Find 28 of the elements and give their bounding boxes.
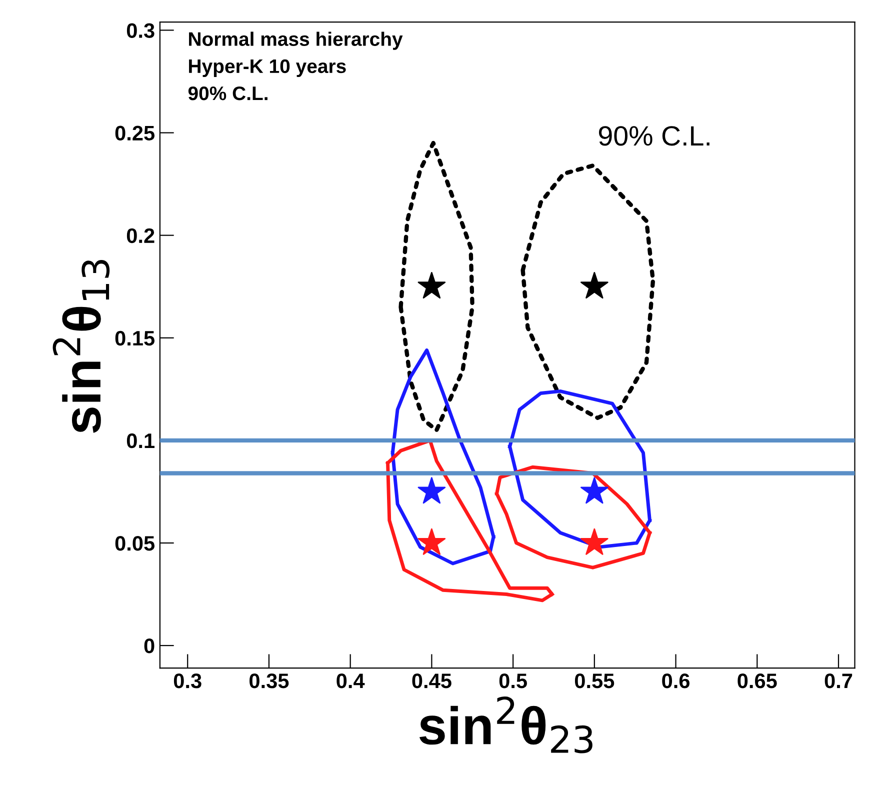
y-tick-label: 0.2	[126, 228, 154, 244]
x-tick-label: 0.3	[174, 674, 202, 688]
annotation: 90% C.L.	[188, 86, 268, 100]
point	[580, 272, 608, 299]
y-axis-title: sin$^{2}$θ$_{13}$	[52, 260, 110, 433]
y-tick-label: 0	[144, 638, 154, 654]
annotation: Normal mass hierarchy	[189, 32, 403, 50]
x-tick-label: 0.45	[412, 674, 452, 688]
x-tick-label: 0.4	[336, 674, 365, 688]
y-tick-label: 0.3	[126, 23, 154, 38]
x-tick-label: 0.6	[662, 674, 690, 688]
point	[418, 477, 446, 504]
point	[580, 528, 608, 555]
point	[580, 477, 608, 504]
y-tick-label: 0.1	[126, 433, 155, 448]
point	[418, 272, 446, 299]
point	[418, 528, 446, 555]
x-tick-label: 0.35	[250, 674, 289, 688]
annotation: Hyper-K 10 years	[189, 59, 346, 77]
x-tick-label: 0.7	[824, 674, 852, 688]
y-tick-label: 0.15	[115, 330, 155, 346]
x-axis-title: sin$^{2}$θ$_{23}$	[419, 696, 592, 754]
x-tick-label: 0.5	[499, 674, 527, 688]
x-tick-label: 0.55	[574, 674, 614, 688]
x-tick-label: 0.65	[738, 674, 777, 688]
y-tick-label: 0.25	[115, 126, 155, 141]
annotation: 90% C.L.	[598, 126, 710, 146]
y-tick-label: 0.05	[115, 536, 155, 551]
